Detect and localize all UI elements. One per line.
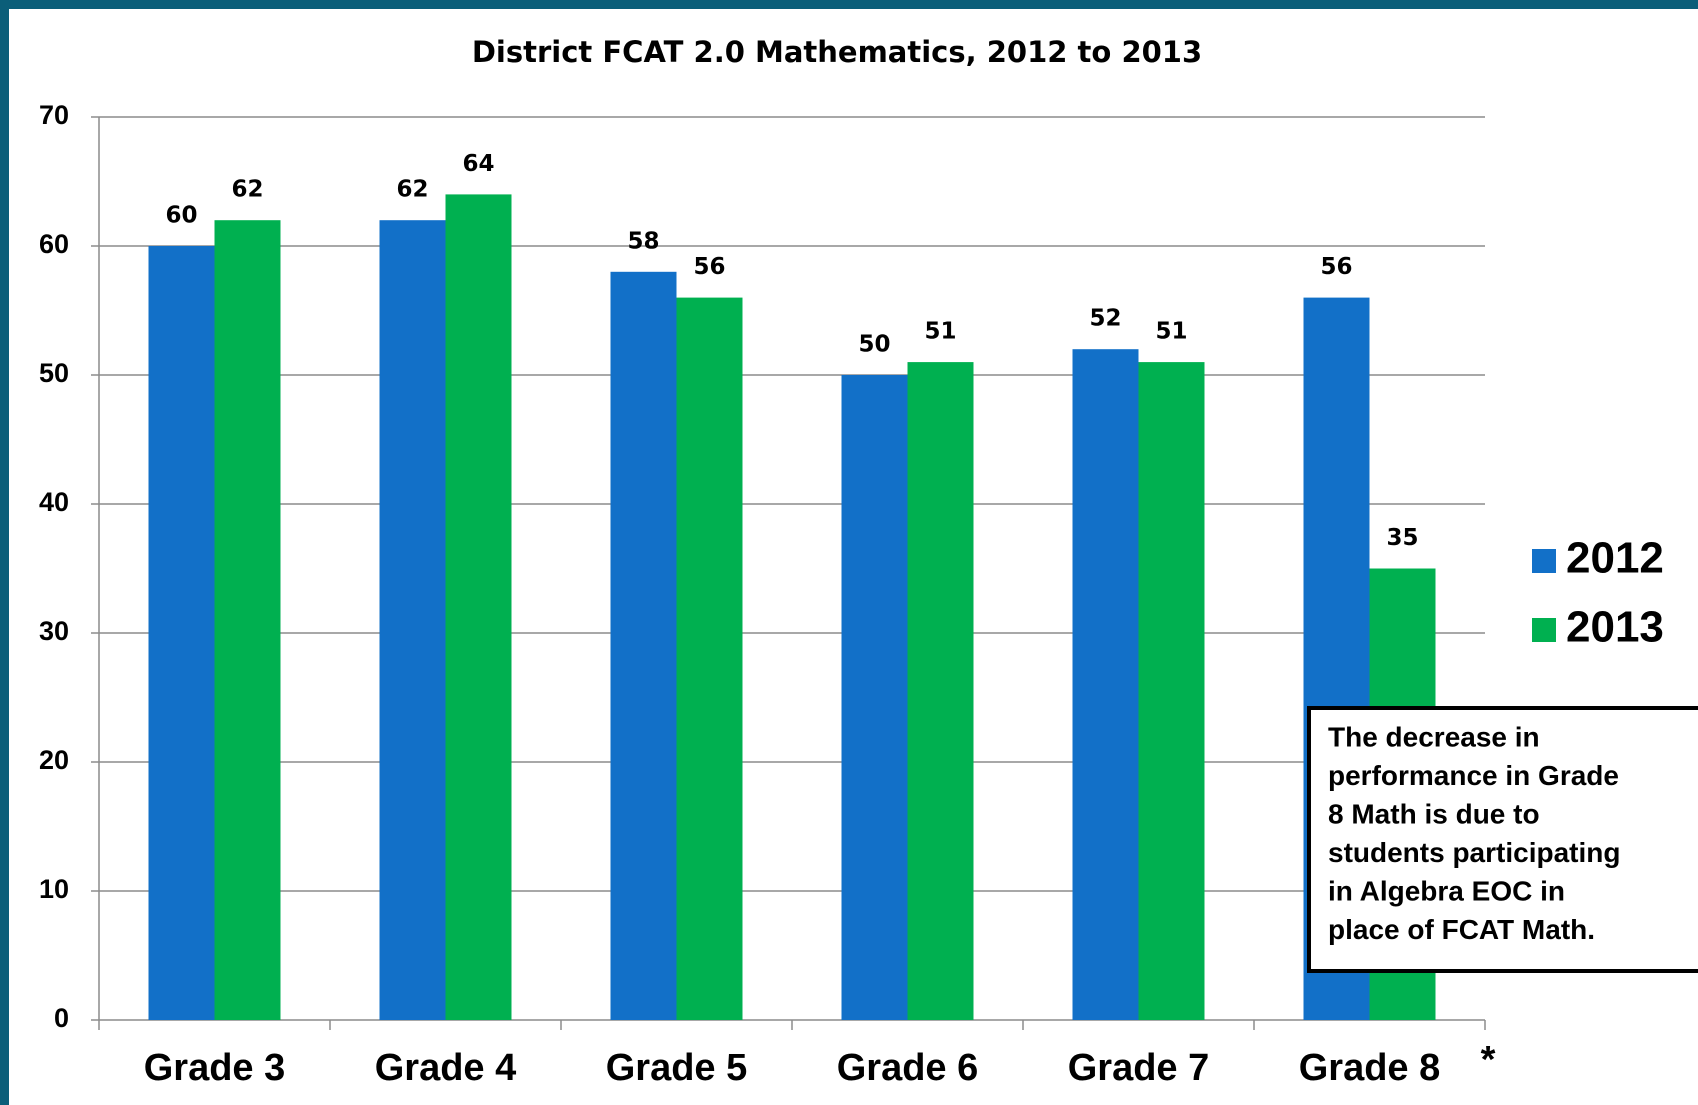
y-tick-label: 0 [54,1003,69,1033]
bar [214,220,281,1020]
y-tick-label: 60 [39,229,69,259]
annotation-text: in Algebra EOC in [1328,875,1565,906]
data-label: 56 [1320,254,1352,280]
bar [610,271,677,1020]
data-label: 35 [1386,525,1418,551]
bar [379,220,446,1020]
data-label: 56 [693,254,725,280]
y-tick-label: 30 [39,616,69,646]
legend-label: 2012 [1566,534,1664,583]
x-tick-label: Grade 7 [1068,1047,1210,1089]
y-tick-label: 50 [39,358,69,388]
x-tick-label: Grade 6 [837,1047,979,1089]
x-tick-label: Grade 5 [606,1047,748,1089]
x-tick-label: Grade 3 [144,1047,286,1089]
data-label: 62 [396,177,428,203]
legend-swatch [1532,618,1556,642]
y-tick-label: 40 [39,487,69,517]
y-tick-label: 10 [39,874,69,904]
bar [907,362,974,1021]
bar [445,194,512,1020]
data-label: 51 [924,319,956,345]
bar [841,375,908,1020]
annotation-box [1307,706,1698,973]
annotation-text: performance in Grade [1328,760,1619,791]
bar [148,246,215,1020]
annotation-text: students participating [1328,837,1620,868]
annotation-text: place of FCAT Math. [1328,914,1595,945]
data-label: 50 [858,332,890,358]
x-tick-label: Grade 4 [375,1047,517,1089]
bar [1072,349,1139,1020]
chart-title: District FCAT 2.0 Mathematics, 2012 to 2… [472,35,1202,69]
data-label: 52 [1089,306,1121,332]
legend-swatch [1532,549,1556,573]
y-tick-label: 70 [39,100,69,130]
bar [1138,362,1205,1021]
data-label: 62 [231,177,263,203]
annotation-text: The decrease in [1328,721,1540,752]
category-note: * [1481,1039,1496,1081]
data-label: 58 [627,228,659,254]
annotation-text: 8 Math is due to [1328,798,1540,829]
data-label: 64 [462,151,494,177]
data-label: 51 [1155,319,1187,345]
bar [676,297,743,1021]
data-label: 60 [165,203,197,229]
x-tick-label: Grade 8 [1299,1047,1441,1089]
legend-label: 2013 [1566,603,1664,652]
y-tick-label: 20 [39,745,69,775]
